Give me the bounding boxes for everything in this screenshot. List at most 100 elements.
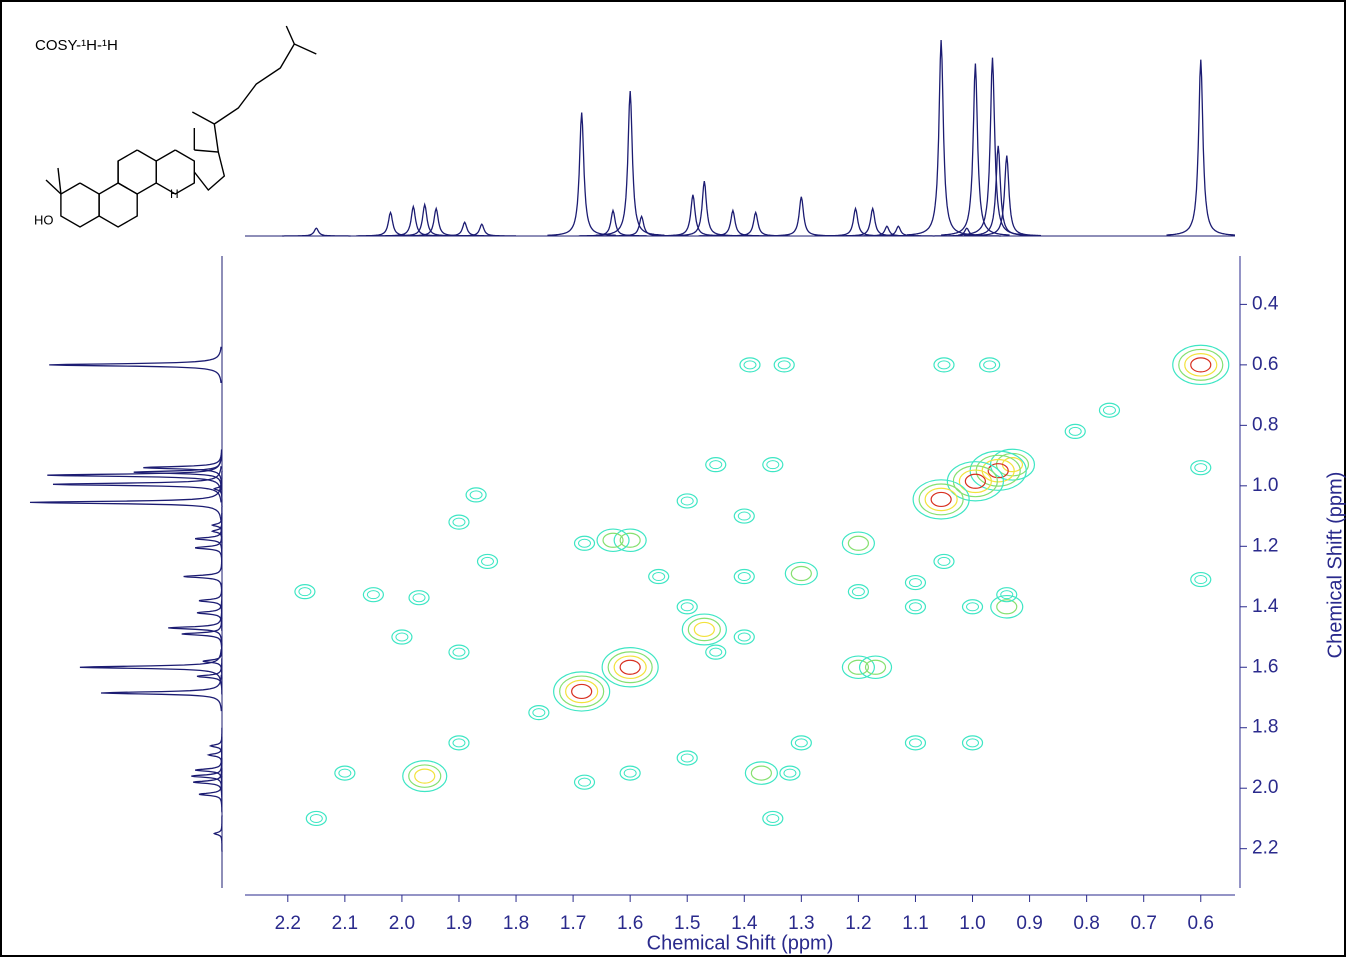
contour-ring (1190, 460, 1212, 476)
x-tick-label: 1.8 (503, 913, 529, 934)
contour-ring (1172, 344, 1230, 386)
contour-ring (1068, 426, 1082, 436)
x-tick-label: 0.9 (1016, 913, 1042, 934)
contour-ring (847, 535, 870, 551)
cross-peak (676, 750, 698, 766)
cross-peak (912, 479, 970, 520)
top-spectrum-peak (595, 90, 665, 236)
contour-ring (1184, 353, 1218, 377)
cross-peak (779, 765, 801, 781)
x-tick-label: 0.7 (1130, 913, 1156, 934)
contour-ring (676, 599, 698, 615)
structure-label: H (170, 187, 179, 201)
contour-ring (762, 810, 784, 827)
contour-ring (1102, 405, 1116, 415)
contour-ring (607, 651, 653, 684)
contour-ring (469, 490, 483, 500)
left-spectrum-peak (210, 507, 223, 544)
cross-peak (784, 561, 818, 586)
cross-peak (613, 528, 647, 553)
contour-ring (709, 647, 723, 657)
contour-ring (975, 454, 1021, 487)
top-spectrum-peak (447, 223, 516, 237)
cross-peak (733, 568, 755, 585)
contour-ring (979, 357, 1001, 373)
contour-ring (619, 765, 641, 781)
contour-ring (937, 360, 951, 370)
left-spectrum-peak (79, 649, 222, 686)
contour-ring (596, 528, 630, 553)
contour-ring (794, 738, 808, 748)
cross-peak (681, 613, 727, 646)
cross-peak (996, 587, 1018, 603)
contour-ring (841, 655, 876, 680)
contour-ring (578, 777, 592, 787)
cross-peak (961, 735, 984, 751)
contour-ring (573, 535, 596, 551)
contour-ring (961, 735, 984, 751)
contour-ring (1190, 357, 1212, 373)
contour-ring (452, 517, 466, 527)
contour-ring (912, 479, 970, 520)
contour-ring (737, 511, 751, 521)
contour-ring (864, 659, 887, 675)
left-spectrum-peak (212, 815, 223, 852)
x-tick-label: 0.8 (1073, 913, 1099, 934)
cross-peak (391, 629, 413, 645)
cross-peak (476, 553, 499, 570)
contour-ring (395, 632, 409, 642)
contour-ring (465, 487, 487, 503)
cross-peak (1190, 571, 1212, 588)
contour-ring (733, 568, 755, 585)
x-tick-label: 0.6 (1188, 913, 1214, 934)
contour-ring (613, 655, 647, 680)
contour-ring (681, 613, 727, 646)
contour-ring (790, 565, 812, 582)
contour-ring (733, 629, 755, 645)
cross-peak (619, 765, 641, 781)
x-tick-label: 1.2 (845, 913, 871, 934)
x-tick-label: 2.1 (332, 913, 358, 934)
x-tick-label: 2.2 (275, 913, 301, 934)
contour-ring (709, 460, 723, 470)
ring (155, 149, 195, 195)
contour-ring (481, 556, 495, 566)
top-spectrum-peak (430, 221, 499, 237)
contour-ring (987, 463, 1009, 479)
cross-peak (1190, 460, 1212, 476)
cross-peak (528, 705, 550, 721)
cross-peak (1098, 402, 1121, 418)
y-axis-title: Chemical Shift (ppm) (1324, 472, 1346, 659)
x-tick-label: 1.3 (788, 913, 814, 934)
contour-ring (790, 735, 812, 751)
contour-ring (930, 491, 952, 508)
x-tick-label: 1.6 (617, 913, 643, 934)
left-spectrum-peak (143, 449, 223, 486)
contour-ring (362, 587, 384, 603)
structure-label: HO (34, 212, 54, 227)
contour-ring (744, 761, 778, 785)
contour-ring (573, 774, 596, 790)
contour-ring (1098, 402, 1121, 418)
cross-peak (961, 599, 984, 615)
contour-ring (571, 683, 593, 700)
contour-ring (619, 532, 641, 548)
y-tick-label: 0.4 (1252, 293, 1279, 314)
contour-ring (680, 496, 694, 506)
contour-ring (946, 461, 1004, 502)
left-spectrum-peak (196, 658, 223, 695)
y-tick-label: 1.2 (1252, 535, 1278, 556)
contour-ring (904, 599, 927, 615)
contour-ring (412, 593, 426, 603)
y-tick-label: 2.0 (1252, 777, 1278, 798)
contour-ring (553, 671, 611, 712)
contour-ring (847, 584, 870, 600)
top-spectrum-peak (941, 63, 1010, 236)
cross-peak (841, 655, 876, 680)
contour-ring (983, 360, 997, 370)
contour-ring (408, 590, 430, 606)
contour-ring (1178, 348, 1224, 381)
cross-peak (762, 457, 784, 473)
contour-ring (676, 493, 698, 509)
contour-ring (964, 473, 986, 489)
